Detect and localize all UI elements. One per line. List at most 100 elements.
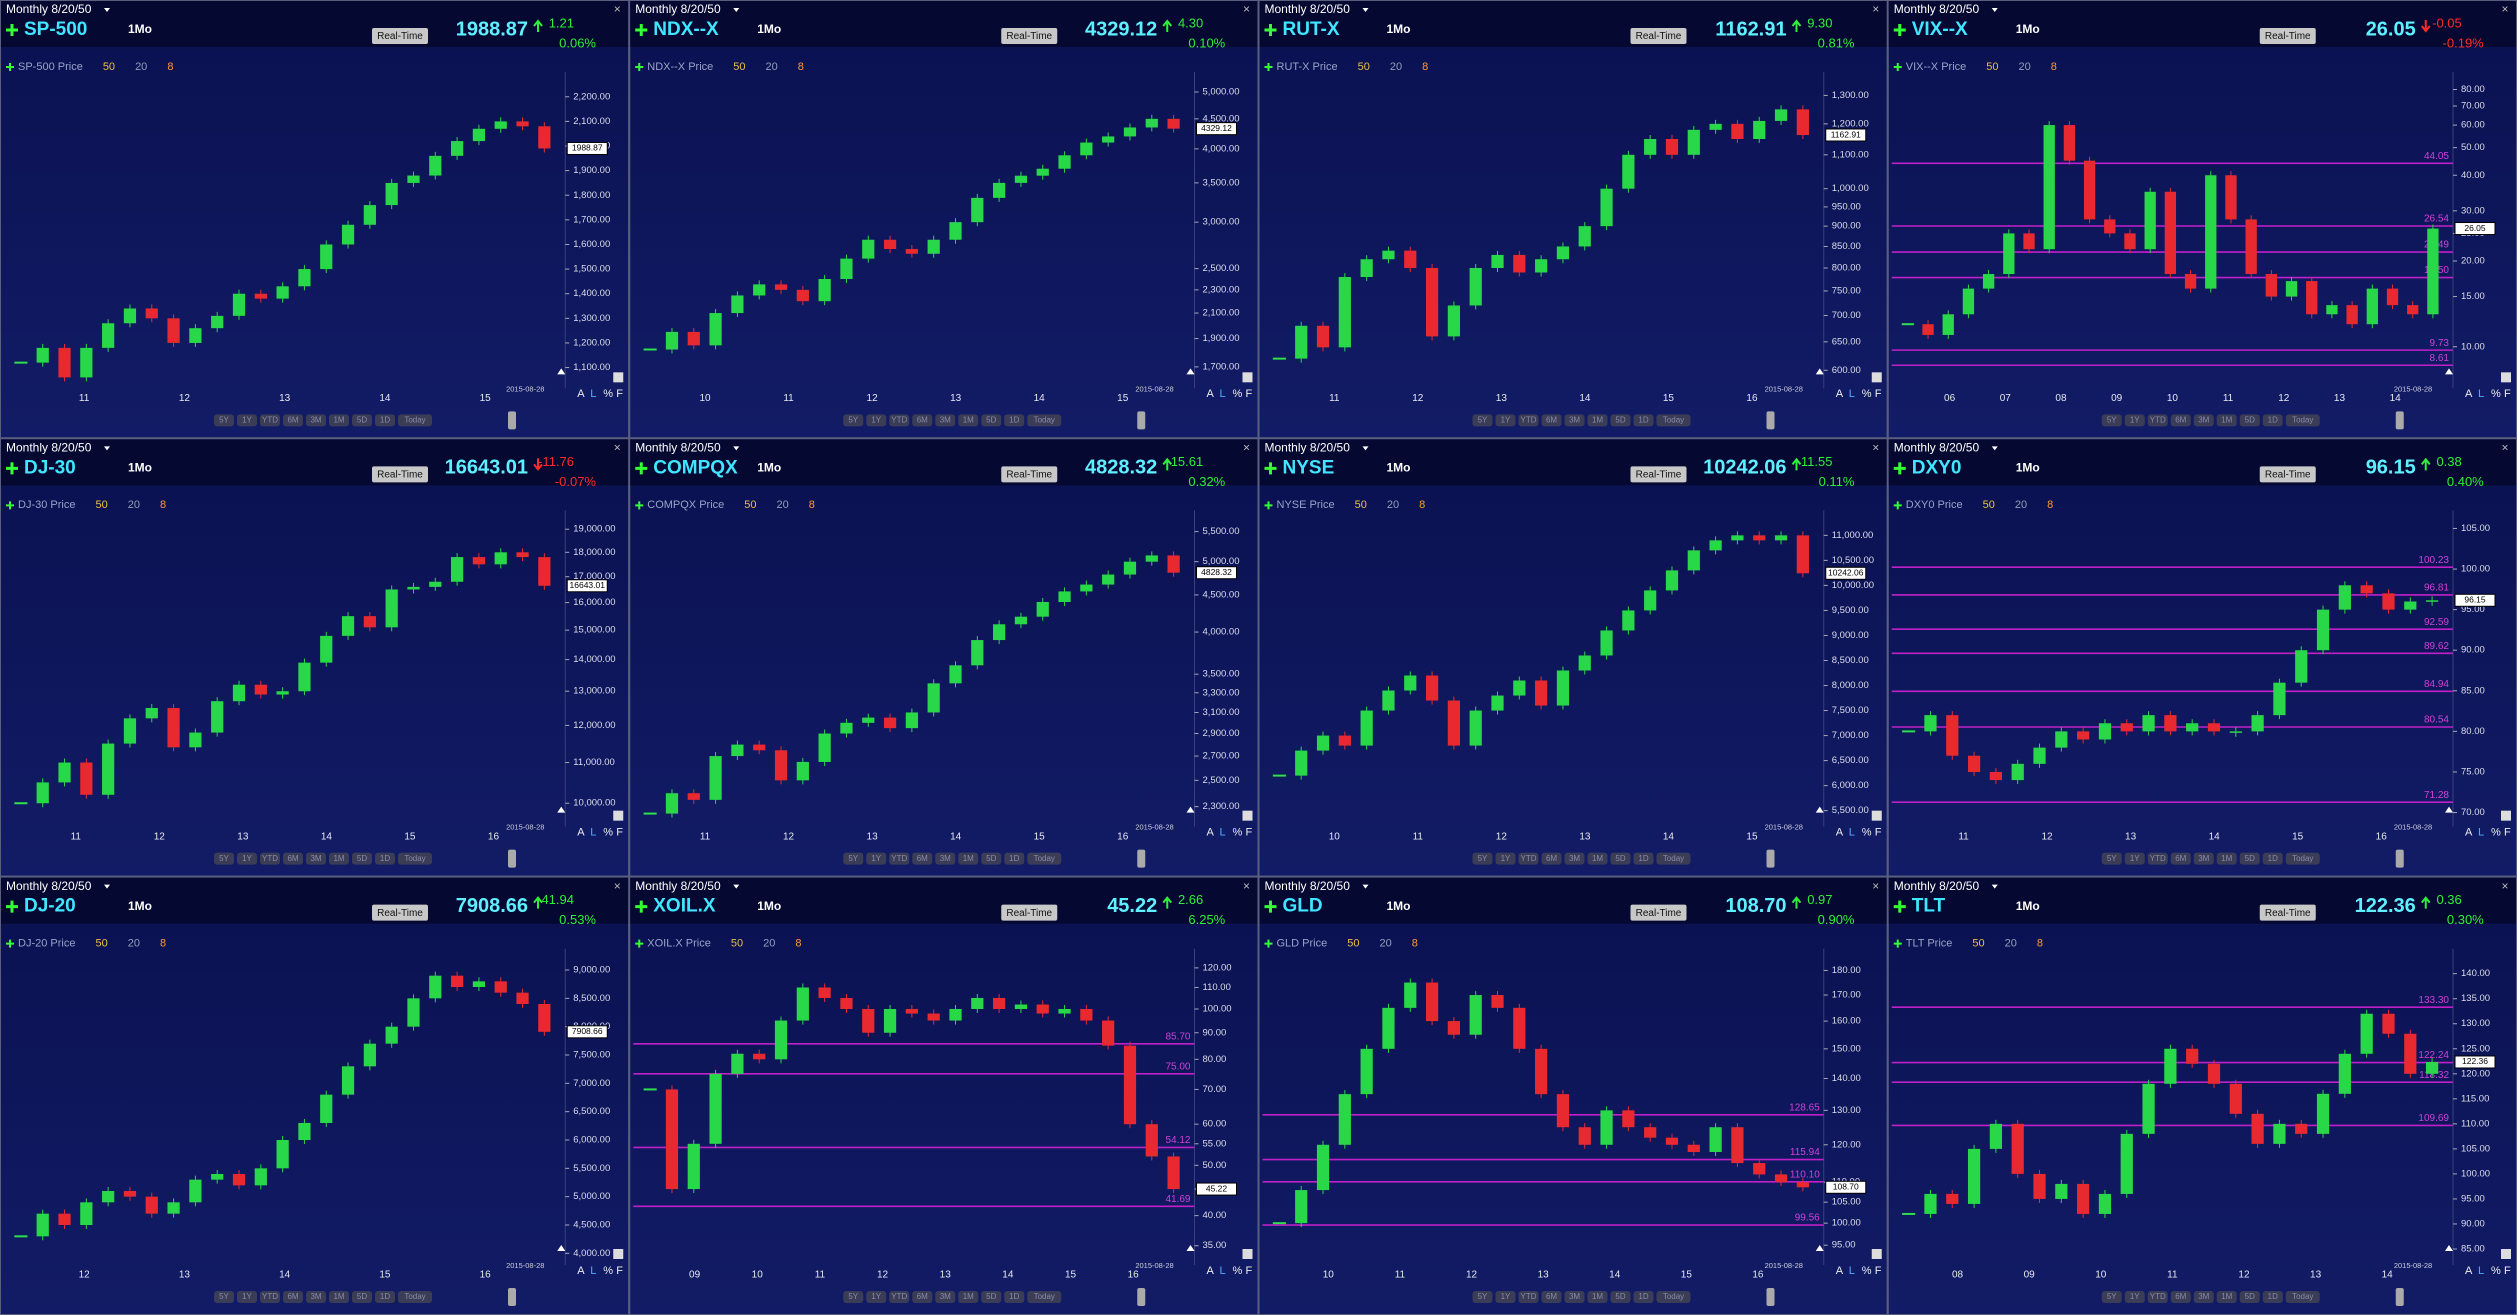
range-label[interactable]: 5Y (2107, 1292, 2117, 1301)
range-label[interactable]: 3M (310, 415, 321, 424)
range-button[interactable] (214, 414, 234, 427)
range-label[interactable]: 1M (333, 415, 344, 424)
axis-mode[interactable]: % (603, 1265, 613, 1277)
axis-mode[interactable]: % (1233, 827, 1243, 839)
close-button[interactable]: × (614, 2, 621, 16)
range-label[interactable]: 5Y (219, 1292, 229, 1301)
range-label[interactable]: YTD (1521, 415, 1537, 424)
range-label[interactable]: 1M (963, 854, 974, 863)
range-button[interactable] (2147, 414, 2168, 427)
range-label[interactable]: 5D (986, 1292, 996, 1301)
range-button[interactable] (237, 852, 257, 865)
range-label[interactable]: 1Y (242, 854, 252, 863)
range-label[interactable]: 6M (917, 1292, 928, 1301)
range-button[interactable] (2285, 414, 2320, 427)
range-button[interactable] (2216, 414, 2237, 427)
add-icon[interactable] (1264, 462, 1277, 475)
symbol[interactable]: NYSE (1283, 457, 1335, 478)
range-label[interactable]: 5D (1615, 1292, 1625, 1301)
range-button[interactable] (1587, 414, 1608, 427)
range-button[interactable] (398, 1291, 432, 1303)
legend-item[interactable]: DXY0 Price (1906, 499, 1963, 511)
range-button[interactable] (214, 852, 234, 865)
range-button[interactable] (352, 414, 372, 427)
range-label[interactable]: 5D (357, 854, 367, 863)
edit-icon[interactable] (613, 1249, 624, 1259)
axis-mode[interactable]: A (1836, 1265, 1844, 1277)
realtime-label[interactable]: Real-Time (1006, 908, 1052, 919)
axis-mode[interactable]: F (1246, 827, 1253, 839)
range-button[interactable] (260, 852, 280, 865)
range-button[interactable] (1004, 414, 1025, 427)
range-button[interactable] (912, 414, 933, 427)
range-button[interactable] (1027, 1291, 1062, 1303)
range-button[interactable] (329, 1291, 349, 1303)
legend-item[interactable]: VIX--X Price (1906, 61, 1967, 73)
range-label[interactable]: Today (1663, 415, 1684, 424)
range-button[interactable] (889, 414, 910, 427)
range-button[interactable] (1027, 414, 1062, 427)
close-button[interactable]: × (1243, 441, 1250, 455)
dropdown-arrow[interactable] (1362, 884, 1369, 889)
range-button[interactable] (1656, 1291, 1691, 1303)
range-label[interactable]: 1D (1638, 854, 1648, 863)
interval[interactable]: 1Mo (1387, 22, 1411, 36)
range-button[interactable] (2101, 1291, 2122, 1303)
axis-mode[interactable]: % (603, 827, 613, 839)
range-button[interactable] (2193, 852, 2214, 865)
range-label[interactable]: 6M (2175, 1292, 2186, 1301)
range-button[interactable] (2170, 1291, 2191, 1303)
axis-mode[interactable]: L (1220, 388, 1226, 400)
timeframe[interactable]: Monthly 8/20/50 (6, 2, 92, 16)
range-button[interactable] (352, 852, 372, 865)
legend-item[interactable]: 8 (167, 61, 173, 73)
timeframe[interactable]: Monthly 8/20/50 (1894, 441, 1980, 455)
range-label[interactable]: 6M (2175, 415, 2186, 424)
range-label[interactable]: Today (1034, 1292, 1055, 1301)
range-button[interactable] (375, 1291, 395, 1303)
symbol[interactable]: COMPQX (653, 457, 738, 478)
scroll-handle[interactable] (508, 411, 516, 430)
scroll-handle[interactable] (1137, 411, 1146, 430)
axis-mode[interactable]: F (2504, 1265, 2511, 1277)
range-button[interactable] (398, 852, 432, 865)
symbol[interactable]: GLD (1283, 896, 1323, 917)
legend-item[interactable]: 20 (2005, 938, 2017, 950)
range-label[interactable]: 1D (1638, 415, 1648, 424)
legend-item[interactable]: 50 (95, 499, 107, 511)
dropdown-arrow[interactable] (733, 8, 740, 12)
range-button[interactable] (889, 1291, 910, 1303)
range-button[interactable] (306, 1291, 326, 1303)
axis-mode[interactable]: L (2478, 388, 2484, 400)
range-label[interactable]: 1Y (871, 415, 881, 424)
legend-item[interactable]: 8 (160, 499, 166, 511)
symbol[interactable]: DJ-30 (24, 457, 76, 478)
range-label[interactable]: YTD (2150, 1292, 2166, 1301)
range-button[interactable] (283, 1291, 303, 1303)
axis-mode[interactable]: F (616, 1265, 623, 1277)
range-button[interactable] (1472, 852, 1493, 865)
legend-item[interactable]: 8 (798, 61, 804, 73)
range-label[interactable]: 1Y (2130, 415, 2140, 424)
range-label[interactable]: Today (2292, 415, 2313, 424)
range-label[interactable]: YTD (2150, 415, 2166, 424)
edit-icon[interactable] (1242, 372, 1253, 383)
range-button[interactable] (1587, 852, 1608, 865)
range-button[interactable] (981, 1291, 1002, 1303)
range-label[interactable]: 5Y (1478, 1292, 1488, 1301)
range-button[interactable] (1541, 414, 1562, 427)
range-label[interactable]: 1D (1009, 415, 1019, 424)
range-label[interactable]: Today (404, 854, 425, 863)
add-icon[interactable] (635, 462, 648, 475)
range-label[interactable]: 5Y (848, 854, 858, 863)
range-label[interactable]: 1Y (1501, 415, 1511, 424)
symbol[interactable]: RUT-X (1283, 19, 1340, 40)
symbol[interactable]: DJ-20 (24, 896, 76, 917)
range-label[interactable]: 5D (357, 1292, 367, 1301)
range-label[interactable]: 3M (1569, 415, 1580, 424)
range-label[interactable]: 1Y (871, 1292, 881, 1301)
range-label[interactable]: 6M (1546, 415, 1557, 424)
close-button[interactable]: × (1872, 441, 1879, 455)
legend-item[interactable]: DJ-30 Price (18, 499, 75, 511)
legend-item[interactable]: COMPQX Price (647, 499, 724, 511)
